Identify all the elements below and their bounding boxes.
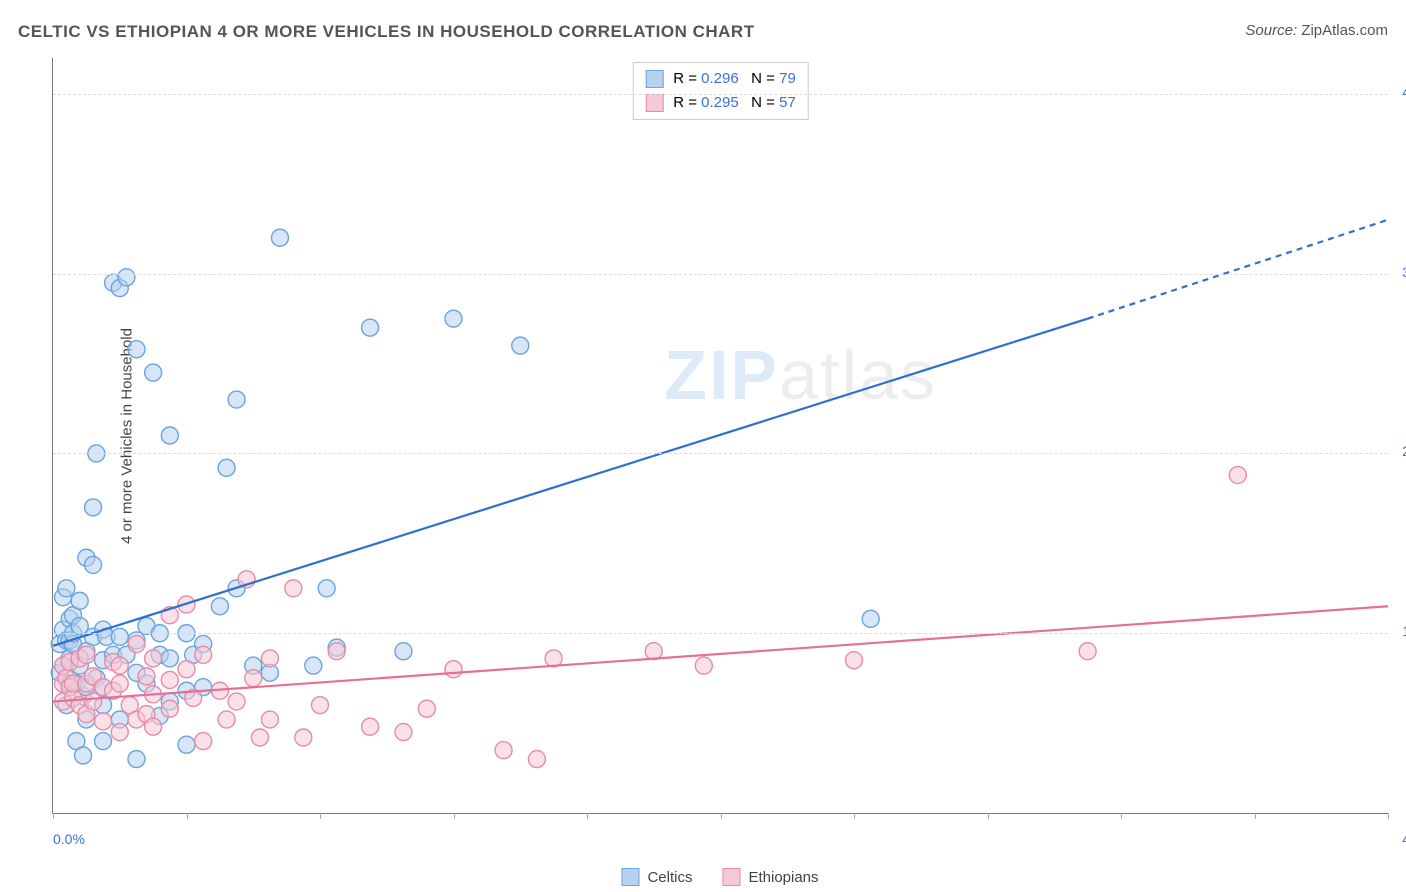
scatter-point (228, 693, 245, 710)
scatter-point (195, 733, 212, 750)
scatter-point (111, 628, 128, 645)
scatter-point (305, 657, 322, 674)
scatter-point (218, 459, 235, 476)
x-tick (587, 813, 588, 819)
scatter-point (445, 661, 462, 678)
grid-line (53, 453, 1388, 454)
scatter-point (245, 670, 262, 687)
x-tick (721, 813, 722, 819)
x-tick (854, 813, 855, 819)
trend-line (53, 319, 1088, 646)
scatter-point (846, 652, 863, 669)
scatter-point (1229, 467, 1246, 484)
scatter-point (71, 592, 88, 609)
scatter-point (295, 729, 312, 746)
scatter-point (145, 718, 162, 735)
scatter-point (75, 747, 92, 764)
scatter-point (95, 733, 112, 750)
scatter-point (138, 668, 155, 685)
scatter-point (328, 643, 345, 660)
grid-line (53, 94, 1388, 95)
scatter-point (128, 636, 145, 653)
x-tick (187, 813, 188, 819)
scatter-point (161, 650, 178, 667)
scatter-point (85, 693, 102, 710)
scatter-point (95, 713, 112, 730)
x-tick (988, 813, 989, 819)
legend-swatch-celtics (621, 868, 639, 886)
scatter-point (145, 650, 162, 667)
x-tick (320, 813, 321, 819)
grid-line (53, 274, 1388, 275)
scatter-point (128, 751, 145, 768)
scatter-point (218, 711, 235, 728)
scatter-point (862, 610, 879, 627)
scatter-point (395, 643, 412, 660)
chart-area: ZIPatlas R = 0.296 N = 79 R = 0.295 N = … (52, 58, 1388, 852)
trend-line (53, 606, 1388, 701)
scatter-point (161, 671, 178, 688)
legend-swatch-ethiopians (722, 868, 740, 886)
x-tick (1255, 813, 1256, 819)
scatter-point (261, 711, 278, 728)
scatter-point (58, 580, 75, 597)
y-tick-label: 40.0% (1402, 84, 1406, 100)
scatter-point (111, 724, 128, 741)
scatter-point (118, 269, 135, 286)
y-tick-label: 20.0% (1402, 443, 1406, 459)
scatter-point (395, 724, 412, 741)
scatter-point (312, 697, 329, 714)
scatter-point (145, 364, 162, 381)
scatter-point (418, 700, 435, 717)
scatter-point (178, 661, 195, 678)
scatter-point (261, 650, 278, 667)
x-tick (454, 813, 455, 819)
x-tick (1388, 813, 1389, 819)
scatter-point (528, 751, 545, 768)
scatter-point (128, 341, 145, 358)
scatter-point (85, 556, 102, 573)
y-tick-label: 30.0% (1402, 264, 1406, 280)
scatter-point (285, 580, 302, 597)
scatter-point (161, 700, 178, 717)
legend-series: Celtics Ethiopians (621, 868, 818, 886)
scatter-point (85, 499, 102, 516)
scatter-point (1079, 643, 1096, 660)
x-axis-origin-label: 0.0% (53, 831, 85, 847)
scatter-point (161, 427, 178, 444)
chart-title: CELTIC VS ETHIOPIAN 4 OR MORE VEHICLES I… (18, 22, 755, 42)
y-tick-label: 10.0% (1402, 623, 1406, 639)
x-tick (1121, 813, 1122, 819)
trend-line (1088, 220, 1388, 319)
scatter-point (78, 646, 95, 663)
scatter-point (695, 657, 712, 674)
scatter-point (495, 742, 512, 759)
source-attribution: Source: ZipAtlas.com (1245, 22, 1388, 39)
scatter-point (228, 391, 245, 408)
scatter-point (318, 580, 335, 597)
scatter-point (178, 736, 195, 753)
scatter-point (362, 718, 379, 735)
scatter-point (111, 675, 128, 692)
legend-item-1: Celtics (621, 868, 692, 886)
legend-item-2: Ethiopians (722, 868, 818, 886)
scatter-point (362, 319, 379, 336)
scatter-point (251, 729, 268, 746)
scatter-point (271, 229, 288, 246)
scatter-point (445, 310, 462, 327)
plot-svg (53, 58, 1388, 813)
x-tick (53, 813, 54, 819)
scatter-point (211, 598, 228, 615)
x-axis-max-label: 40.0% (1402, 831, 1406, 847)
scatter-point (111, 657, 128, 674)
grid-line (53, 633, 1388, 634)
scatter-point (512, 337, 529, 354)
plot-area: ZIPatlas R = 0.296 N = 79 R = 0.295 N = … (52, 58, 1388, 814)
scatter-point (195, 646, 212, 663)
